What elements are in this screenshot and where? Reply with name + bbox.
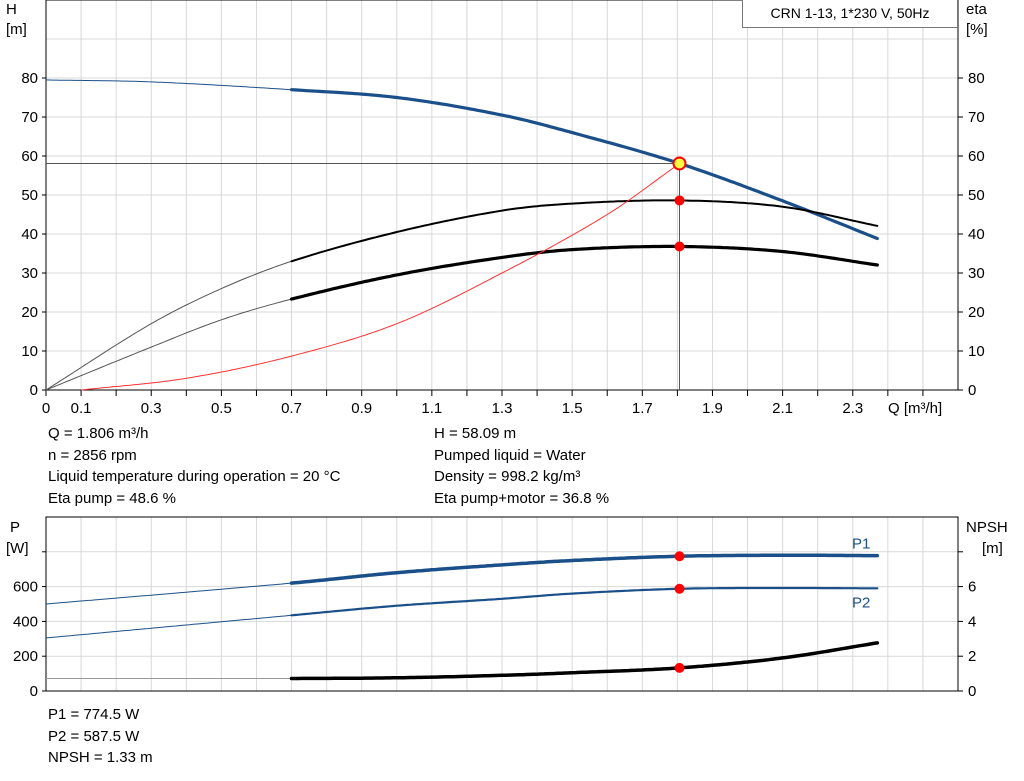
info-p2: P2 = 587.5 W <box>48 727 140 745</box>
h-curve-extrapolated <box>45 79 292 91</box>
npsh-curve <box>289 641 880 681</box>
y-right-tick-label: 60 <box>968 148 985 165</box>
eta_total-curve-extrapolated <box>45 298 292 391</box>
p1-marker <box>674 551 685 562</box>
x-tick-label: 2.1 <box>772 400 793 417</box>
info-p1: P1 = 774.5 W <box>48 706 140 723</box>
y-tick-label: 30 <box>21 265 38 282</box>
y-axis-label-left: H <box>6 1 17 18</box>
y-right-tick-label: 6 <box>968 579 976 596</box>
npsh-marker <box>674 662 685 673</box>
x-tick-label: 1.7 <box>632 400 653 417</box>
eta_pump-curve-extrapolated <box>45 260 292 391</box>
eta-total-marker <box>674 241 685 252</box>
x-tick-label: 1.1 <box>421 400 442 417</box>
info-bottom: P1 = 774.5 W P2 = 587.5 W NPSH = 1.33 m <box>48 704 153 769</box>
y-tick-label: 20 <box>21 304 38 321</box>
y-tick-label: 400 <box>13 613 38 630</box>
y-right-tick-label: 50 <box>968 187 985 204</box>
y-axis-label-left: P <box>10 519 20 536</box>
y-right-tick-label: 70 <box>968 109 985 126</box>
y-axis-unit-left: [m] <box>6 21 27 38</box>
p1-series-label: P1 <box>852 536 870 553</box>
y-tick-label: 80 <box>21 70 38 87</box>
eta_total-curve <box>289 244 879 301</box>
y-axis-label-right: NPSH <box>966 519 1008 536</box>
info-eta-pump: Eta pump = 48.6 % <box>48 489 176 507</box>
y-right-tick-label: 20 <box>968 304 985 321</box>
info-flow: Q = 1.806 m³/h <box>48 425 149 442</box>
info-temperature: Liquid temperature during operation = 20… <box>48 468 341 485</box>
y-tick-label: 200 <box>13 648 38 665</box>
x-tick-label: 2.3 <box>842 400 863 417</box>
x-tick-label: 1.5 <box>562 400 583 417</box>
info-speed: n = 2856 rpm <box>48 446 137 464</box>
h-curve <box>289 88 879 241</box>
system-curve <box>81 164 678 391</box>
eta-pump-marker <box>674 195 685 206</box>
p2-series-label: P2 <box>852 594 870 611</box>
y-tick-label: 0 <box>30 683 38 700</box>
y-right-tick-label: 4 <box>968 613 976 630</box>
x-tick-label: 0.3 <box>141 400 162 417</box>
y-tick-label: 70 <box>21 109 38 126</box>
y-axis-label-right: eta <box>966 1 988 18</box>
y-axis-unit-right: [m] <box>982 540 1003 557</box>
info-eta-total: Eta pump+motor = 36.8 % <box>434 489 610 507</box>
y-tick-label: 0 <box>30 382 38 399</box>
y-axis-unit-right: [%] <box>966 21 988 38</box>
p2-marker <box>674 583 685 594</box>
x-tick-label: 0.7 <box>281 400 302 417</box>
y-right-tick-label: 40 <box>968 226 985 243</box>
operating-point-marker <box>672 156 687 171</box>
y-right-tick-label: 10 <box>968 343 985 360</box>
x-tick-label: 0.1 <box>71 400 92 417</box>
info-top-left: Q = 1.806 m³/h n = 2856 rpm Liquid tempe… <box>48 423 340 509</box>
y-axis-unit-left: [W] <box>6 540 29 557</box>
x-tick-label: 1.3 <box>492 400 513 417</box>
info-npsh: NPSH = 1.33 m <box>48 749 153 766</box>
y-right-tick-label: 30 <box>968 265 985 282</box>
y-right-tick-label: 2 <box>968 648 976 665</box>
x-tick-label: 1.9 <box>702 400 723 417</box>
eta_pump-curve <box>290 199 879 263</box>
p2-curve <box>290 586 879 617</box>
x-tick-label: 0.9 <box>351 400 372 417</box>
p2-curve-extrapolated <box>45 614 292 639</box>
info-top-right: H = 58.09 m Pumped liquid = Water Densit… <box>434 423 609 509</box>
y-right-tick-label: 0 <box>968 683 976 700</box>
x-tick-label: 0 <box>42 400 50 417</box>
y-tick-label: 50 <box>21 187 38 204</box>
info-head: H = 58.09 m <box>434 425 517 442</box>
info-density: Density = 998.2 kg/m³ <box>434 468 581 485</box>
y-tick-label: 60 <box>21 148 38 165</box>
p1-curve-extrapolated <box>45 582 292 605</box>
y-tick-label: 600 <box>13 579 38 596</box>
x-tick-label: 0.5 <box>211 400 232 417</box>
info-liquid: Pumped liquid = Water <box>434 446 586 464</box>
y-right-tick-label: 80 <box>968 70 985 87</box>
y-tick-label: 40 <box>21 226 38 243</box>
y-right-tick-label: 0 <box>968 382 976 399</box>
p1-curve <box>289 553 880 585</box>
pump-model-label: CRN 1-13, 1*230 V, 50Hz <box>742 0 958 28</box>
y-tick-label: 10 <box>21 343 38 360</box>
x-axis-label: Q [m³/h] <box>888 400 942 417</box>
